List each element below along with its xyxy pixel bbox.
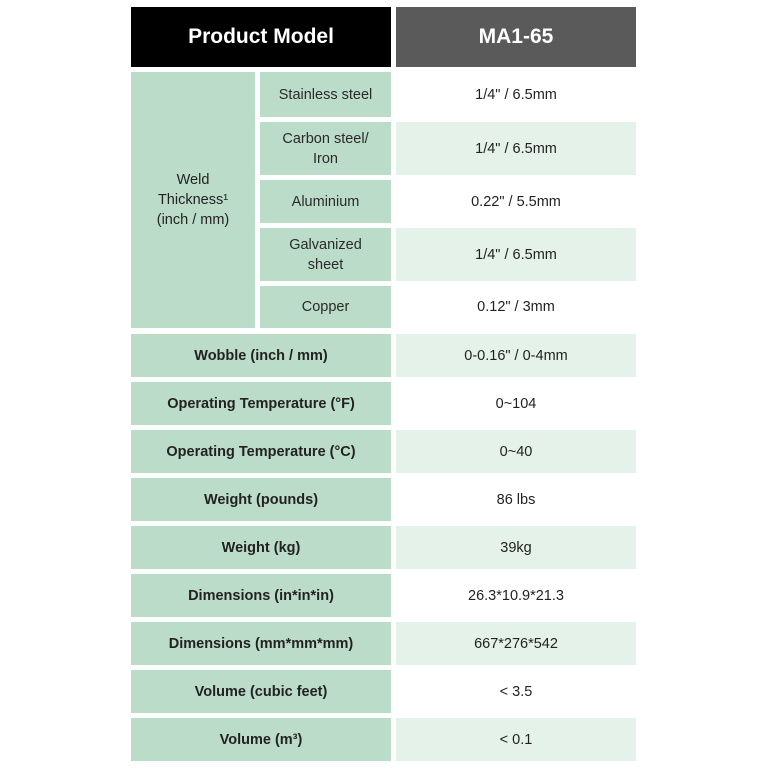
- dimensions-mm-value: 667*276*542: [396, 622, 636, 665]
- weld-value-aluminium: 0.22" / 5.5mm: [396, 180, 636, 223]
- dimensions-in-value: 26.3*10.9*21.3: [396, 574, 636, 617]
- volume-m3-value: < 0.1: [396, 718, 636, 761]
- product-model-header: Product Model: [131, 7, 391, 67]
- weld-material-galvanized: Galvanized sheet: [260, 228, 391, 281]
- weight-pounds-value: 86 lbs: [396, 478, 636, 521]
- operating-temp-c-label: Operating Temperature (°C): [131, 430, 391, 473]
- wobble-value: 0-0.16" / 0-4mm: [396, 334, 636, 377]
- dimensions-mm-label: Dimensions (mm*mm*mm): [131, 622, 391, 665]
- weld-material-aluminium: Aluminium: [260, 180, 391, 223]
- weld-thickness-label: Weld Thickness¹ (inch / mm): [131, 72, 255, 328]
- volume-cubic-feet-value: < 3.5: [396, 670, 636, 713]
- model-name-header: MA1-65: [396, 7, 636, 67]
- weight-kg-value: 39kg: [396, 526, 636, 569]
- operating-temp-f-label: Operating Temperature (°F): [131, 382, 391, 425]
- weight-kg-label: Weight (kg): [131, 526, 391, 569]
- weld-value-copper: 0.12" / 3mm: [396, 286, 636, 328]
- volume-m3-label: Volume (m³): [131, 718, 391, 761]
- weight-pounds-label: Weight (pounds): [131, 478, 391, 521]
- weld-material-carbon: Carbon steel/ Iron: [260, 122, 391, 175]
- weld-value-stainless: 1/4" / 6.5mm: [396, 72, 636, 117]
- volume-cubic-feet-label: Volume (cubic feet): [131, 670, 391, 713]
- operating-temp-c-value: 0~40: [396, 430, 636, 473]
- weld-value-galvanized: 1/4" / 6.5mm: [396, 228, 636, 281]
- wobble-label: Wobble (inch / mm): [131, 334, 391, 377]
- weld-material-stainless: Stainless steel: [260, 72, 391, 117]
- weld-value-carbon: 1/4" / 6.5mm: [396, 122, 636, 175]
- operating-temp-f-value: 0~104: [396, 382, 636, 425]
- dimensions-in-label: Dimensions (in*in*in): [131, 574, 391, 617]
- weld-material-copper: Copper: [260, 286, 391, 328]
